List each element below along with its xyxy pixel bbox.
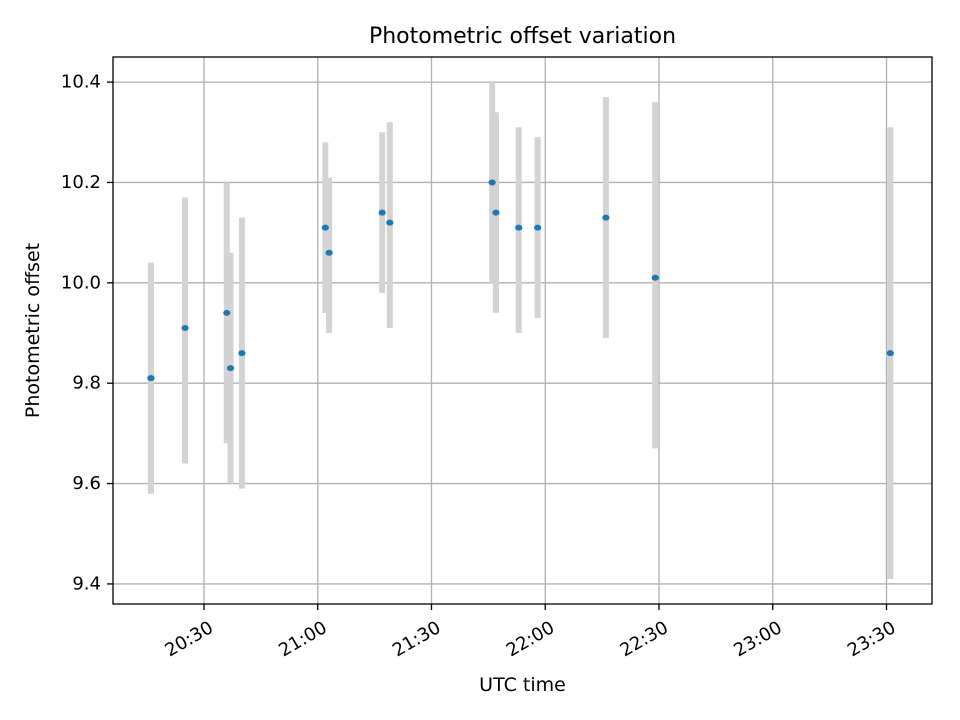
y-axis-label: Photometric offset bbox=[22, 243, 44, 418]
data-point bbox=[651, 274, 659, 281]
x-axis-label: UTC time bbox=[479, 674, 566, 696]
y-tick-label: 10.0 bbox=[61, 272, 101, 293]
data-point bbox=[534, 224, 542, 231]
y-axis-ticks: 9.4 9.6 9.8 10.0 10.2 10.4 bbox=[61, 72, 113, 594]
data-point bbox=[886, 350, 894, 357]
data-point bbox=[238, 350, 246, 357]
y-tick-label: 9.8 bbox=[72, 373, 101, 394]
data-point bbox=[321, 224, 329, 231]
y-tick-label: 10.2 bbox=[61, 172, 101, 193]
data-point bbox=[515, 224, 523, 231]
grid bbox=[113, 57, 932, 604]
chart-title: Photometric offset variation bbox=[369, 24, 676, 49]
data-point bbox=[386, 219, 394, 226]
y-tick-label: 9.4 bbox=[72, 573, 101, 594]
data-points bbox=[147, 179, 894, 382]
data-point bbox=[488, 179, 496, 186]
data-point bbox=[226, 365, 235, 372]
data-point bbox=[223, 309, 231, 316]
data-point bbox=[378, 209, 386, 216]
y-tick-label: 9.6 bbox=[72, 473, 101, 494]
data-point bbox=[602, 214, 610, 221]
plot-frame bbox=[112, 56, 933, 605]
data-point bbox=[181, 324, 189, 331]
data-point bbox=[325, 249, 333, 256]
data-point bbox=[147, 375, 155, 382]
y-tick-label: 10.4 bbox=[61, 72, 101, 93]
data-point bbox=[492, 209, 500, 216]
